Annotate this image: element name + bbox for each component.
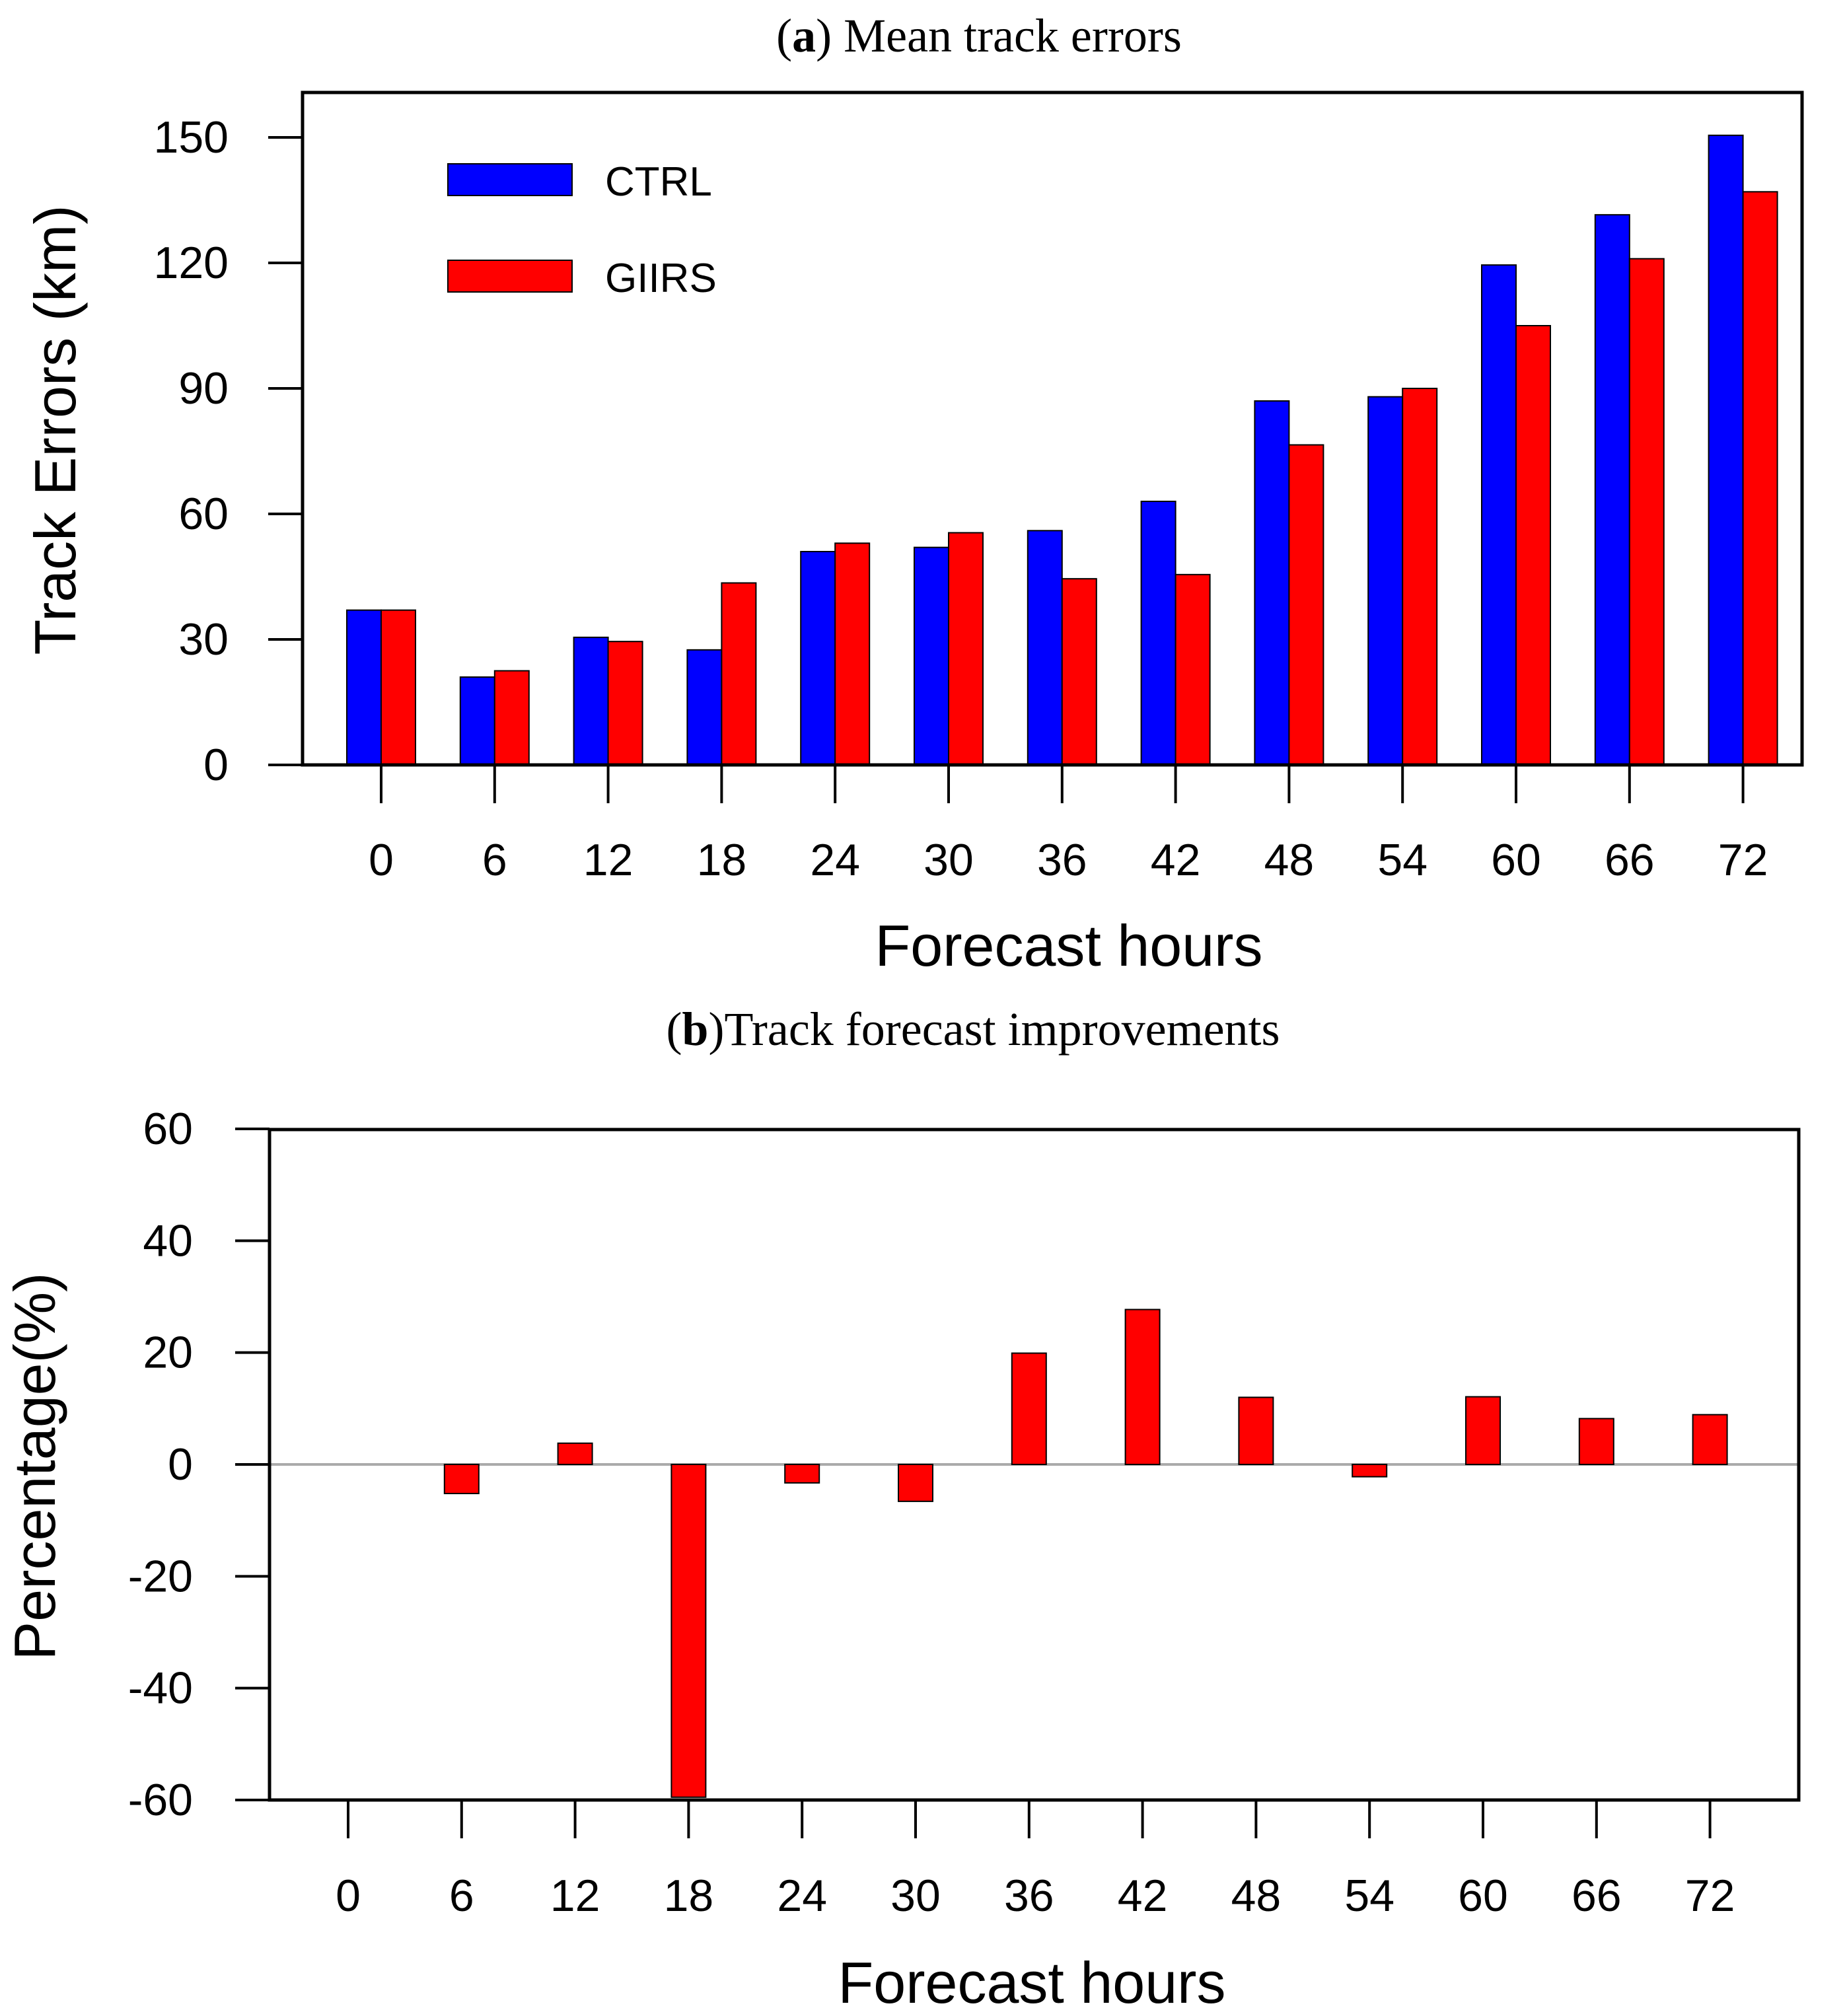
legend-ctrl-swatch	[447, 163, 573, 196]
panel-a-x-ticks: 0 6 12 18 24 30 36 42 48 54 60 66 72	[369, 765, 1768, 885]
y-tick-label: -60	[128, 1775, 193, 1825]
bar-improvement-54h	[1352, 1464, 1388, 1478]
x-tick-label: 54	[1377, 835, 1428, 885]
legend-ctrl-label: CTRL	[605, 159, 712, 205]
x-tick-label: 30	[923, 835, 974, 885]
bar-improvement-12h	[557, 1442, 593, 1465]
panel-a-title: (a) Mean track errors	[776, 9, 1182, 62]
x-tick-label: 42	[1151, 835, 1201, 885]
bar-improvement-66h	[1578, 1418, 1614, 1465]
x-tick-label: 12	[550, 1871, 600, 1921]
bar-ctrl-42h	[1140, 501, 1176, 766]
y-tick-label: 20	[143, 1328, 193, 1378]
panel-a-y-ticks: 0 30 60 90 120 150	[154, 112, 303, 790]
x-tick-label: 0	[369, 835, 394, 885]
bar-giirs-0h	[380, 609, 416, 766]
bar-improvement-48h	[1238, 1396, 1274, 1465]
y-tick-label: -20	[128, 1551, 193, 1601]
bar-improvement-72h	[1692, 1414, 1728, 1466]
y-tick-label: 0	[168, 1439, 193, 1490]
x-tick-label: 18	[664, 1871, 714, 1921]
x-tick-label: 60	[1491, 835, 1541, 885]
panel-b-y-axis-label: Percentage(%)	[2, 1273, 67, 1661]
bar-giirs-54h	[1402, 388, 1438, 766]
bar-ctrl-24h	[800, 551, 836, 766]
y-tick-label: 30	[178, 614, 229, 665]
x-tick-label: 60	[1458, 1871, 1508, 1921]
panel-a-bars	[346, 134, 1778, 766]
bar-ctrl-66h	[1594, 214, 1630, 766]
y-tick-label: 120	[154, 238, 229, 288]
bar-improvement-60h	[1465, 1396, 1501, 1465]
bar-giirs-18h	[721, 582, 757, 766]
bar-ctrl-18h	[686, 649, 723, 766]
x-tick-label: 66	[1572, 1871, 1622, 1921]
bar-improvement-6h	[443, 1464, 480, 1495]
x-tick-label: 0	[336, 1871, 361, 1921]
bar-giirs-6h	[493, 670, 530, 766]
x-tick-label: 42	[1118, 1871, 1168, 1921]
x-tick-label: 18	[697, 835, 747, 885]
legend-giirs-swatch	[447, 260, 573, 293]
bar-giirs-24h	[834, 542, 871, 766]
bar-improvement-36h	[1011, 1352, 1047, 1466]
panel-a-x-axis-label: Forecast hours	[875, 913, 1263, 978]
y-tick-label: 60	[143, 1104, 193, 1154]
y-tick-label: -40	[128, 1663, 193, 1713]
bar-ctrl-36h	[1027, 530, 1063, 766]
y-tick-label: 0	[203, 740, 229, 790]
bar-ctrl-48h	[1254, 400, 1290, 766]
legend-giirs-label: GIIRS	[605, 256, 717, 301]
bar-ctrl-54h	[1367, 396, 1404, 766]
y-tick-label: 40	[143, 1215, 193, 1266]
panel-b-x-ticks: 0 6 12 18 24 30 36 42 48 54 60 66 72	[336, 1800, 1735, 1921]
panel-a-y-axis-label: Track Errors (km)	[22, 205, 88, 655]
bar-improvement-18h	[670, 1464, 707, 1798]
x-tick-label: 72	[1685, 1871, 1735, 1921]
x-tick-label: 12	[583, 835, 633, 885]
bar-giirs-48h	[1288, 444, 1324, 766]
panel-b-x-axis-label: Forecast hours	[838, 1950, 1226, 2015]
bar-improvement-24h	[784, 1464, 820, 1484]
x-tick-label: 36	[1037, 835, 1087, 885]
bar-giirs-42h	[1175, 573, 1211, 766]
x-tick-label: 36	[1004, 1871, 1054, 1921]
x-tick-label: 24	[810, 835, 860, 885]
y-tick-label: 90	[178, 363, 229, 414]
panel-a-mean-track-errors: (a) Mean track errors 0 30 60 90 120 150 0 6 12…	[22, 9, 1804, 978]
bar-giirs-72h	[1742, 191, 1778, 766]
bar-improvement-30h	[898, 1464, 933, 1502]
bar-giirs-12h	[607, 641, 643, 766]
x-tick-label: 6	[482, 835, 507, 885]
y-tick-label: 60	[178, 489, 229, 539]
bar-ctrl-0h	[346, 609, 382, 766]
x-tick-label: 30	[890, 1871, 941, 1921]
panel-b-bars	[443, 1309, 1728, 1798]
y-tick-label: 150	[154, 112, 229, 162]
panel-b-title: (b)Track forecast improvements	[666, 1003, 1280, 1056]
bar-improvement-42h	[1124, 1309, 1161, 1466]
x-tick-label: 48	[1231, 1871, 1282, 1921]
bar-ctrl-6h	[459, 676, 495, 766]
bar-giirs-30h	[948, 532, 984, 766]
x-tick-label: 72	[1718, 835, 1768, 885]
x-tick-label: 54	[1344, 1871, 1394, 1921]
bar-giirs-66h	[1628, 258, 1665, 766]
x-tick-label: 48	[1264, 835, 1315, 885]
panel-a-legend: CTRL GIIRS	[447, 159, 717, 301]
x-tick-label: 66	[1605, 835, 1655, 885]
panel-a-plot-frame	[301, 90, 1804, 767]
bar-ctrl-30h	[914, 546, 949, 766]
panel-b-track-forecast-improvements: (b)Track forecast improvements -60 -40 -20…	[2, 1003, 1801, 2015]
bar-ctrl-72h	[1708, 134, 1744, 766]
bar-giirs-36h	[1061, 578, 1097, 766]
x-tick-label: 24	[777, 1871, 827, 1921]
bar-ctrl-60h	[1481, 264, 1517, 766]
x-tick-label: 6	[449, 1871, 474, 1921]
panel-b-y-ticks: -60 -40 -20 0 20 40 60	[128, 1104, 270, 1825]
bar-giirs-60h	[1515, 325, 1551, 766]
bar-ctrl-12h	[573, 636, 609, 766]
